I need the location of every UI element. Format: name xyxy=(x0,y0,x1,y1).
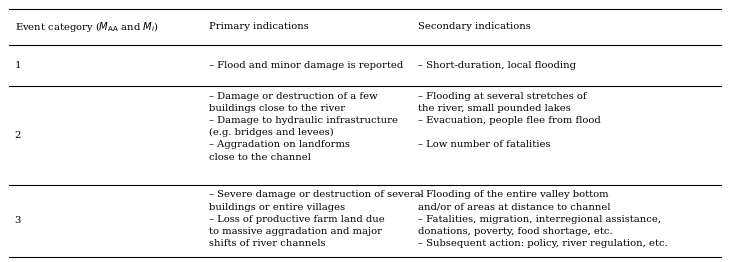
Text: – Severe damage or destruction of several
buildings or entire villages
– Loss of: – Severe damage or destruction of severa… xyxy=(209,190,423,248)
Text: 2: 2 xyxy=(15,131,21,140)
Text: Primary indications: Primary indications xyxy=(209,22,309,31)
Text: 3: 3 xyxy=(15,216,21,226)
Text: – Short-duration, local flooding: – Short-duration, local flooding xyxy=(418,61,576,70)
Text: – Flood and minor damage is reported: – Flood and minor damage is reported xyxy=(209,61,403,70)
Text: Secondary indications: Secondary indications xyxy=(418,22,531,31)
Text: – Damage or destruction of a few
buildings close to the river
– Damage to hydrau: – Damage or destruction of a few buildin… xyxy=(209,92,398,162)
Text: 1: 1 xyxy=(15,61,21,70)
Text: – Flooding at several stretches of
the river, small pounded lakes
– Evacuation, : – Flooding at several stretches of the r… xyxy=(418,92,601,149)
Text: Event category ($M_{\mathrm{AA}}$ and $M_i$): Event category ($M_{\mathrm{AA}}$ and $M… xyxy=(15,20,158,34)
Text: – Flooding of the entire valley bottom
and/or of areas at distance to channel
– : – Flooding of the entire valley bottom a… xyxy=(418,190,668,248)
